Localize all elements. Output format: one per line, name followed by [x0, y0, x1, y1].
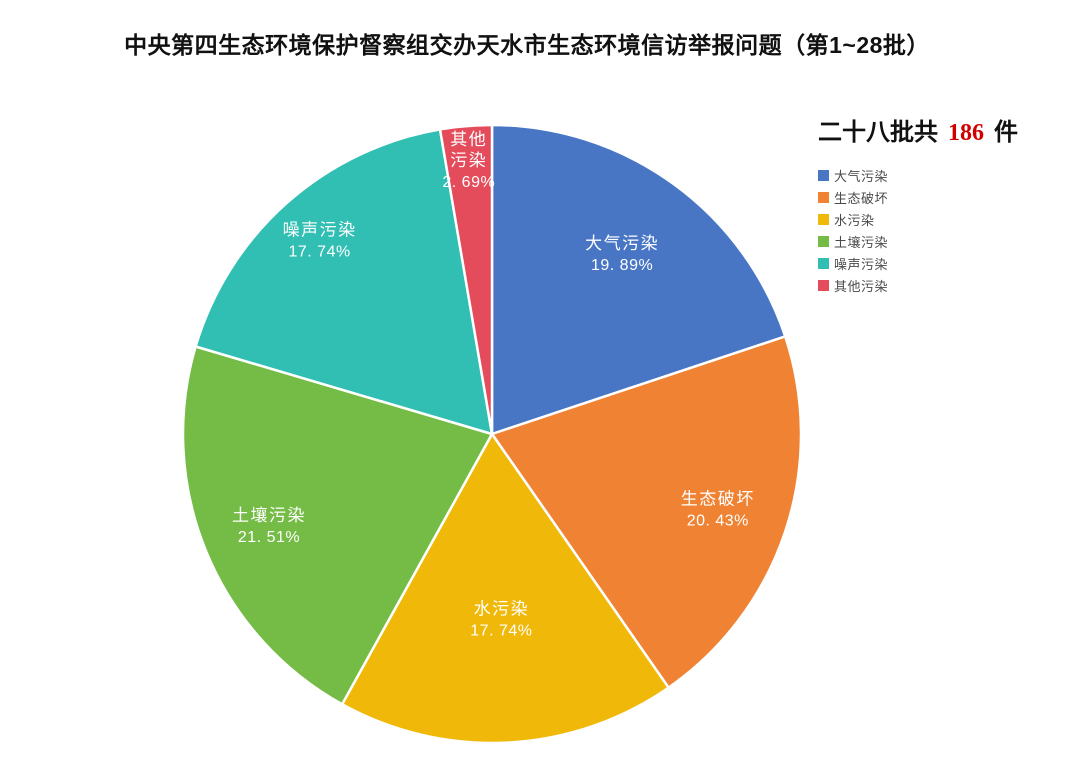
legend-item-5[interactable]: 其他污染 — [818, 274, 1068, 296]
pie-slice-4[interactable] — [194, 128, 494, 436]
legend: 二十八批共 186 件 大气污染生态破坏水污染土壤污染噪声污染其他污染 — [818, 116, 1068, 296]
slice-label: 大气污染 19. 89% — [585, 234, 659, 274]
legend-swatch-icon — [818, 169, 829, 181]
legend-item-label: 生态破坏 — [834, 190, 889, 206]
legend-item-label: 土壤污染 — [834, 234, 889, 250]
pie-slices-group — [181, 123, 803, 745]
chart-title: 中央第四生态环境保护督察组交办天水市生态环境信访举报问题（第1~28批） — [124, 32, 930, 58]
legend-item-2[interactable]: 水污染 — [818, 208, 1068, 230]
legend-item-label: 噪声污染 — [834, 256, 889, 272]
legend-total-count: 186 — [948, 120, 984, 146]
legend-swatch-icon — [818, 279, 829, 291]
legend-header-prefix: 二十八批共 — [818, 120, 938, 146]
legend-swatch-icon — [818, 191, 829, 203]
legend-item-label: 其他污染 — [834, 278, 889, 294]
legend-item-1[interactable]: 生态破坏 — [818, 186, 1068, 208]
slice-label: 水污染 17. 74% — [470, 600, 532, 640]
legend-item-3[interactable]: 土壤污染 — [818, 230, 1068, 252]
legend-swatch-icon — [818, 213, 829, 225]
pie-labels-group: 大气污染 19. 89% 生态破坏 20. 43% 水污染 17. 74% 土壤污染 21. … — [232, 130, 755, 640]
legend-header-suffix: 件 — [994, 120, 1018, 146]
pie-slice-1[interactable] — [490, 335, 803, 689]
pie-slice-3[interactable] — [181, 345, 494, 706]
slice-label: 生态破坏 20. 43% — [681, 490, 755, 530]
legend-header: 二十八批共 186 件 — [818, 116, 1068, 150]
legend-item-4[interactable]: 噪声污染 — [818, 252, 1068, 274]
pie-slice-5[interactable] — [438, 123, 494, 436]
legend-item-label: 水污染 — [834, 212, 875, 228]
pie-slice-0[interactable] — [490, 123, 787, 436]
legend-swatch-icon — [818, 257, 829, 269]
legend-item-label: 大气污染 — [834, 168, 889, 184]
slice-label: 土壤污染 21. 51% — [232, 505, 306, 546]
legend-items: 大气污染生态破坏水污染土壤污染噪声污染其他污染 — [818, 164, 1068, 296]
legend-item-0[interactable]: 大气污染 — [818, 164, 1068, 186]
slice-label: 其他污染 2. 69% — [442, 130, 495, 191]
legend-swatch-icon — [818, 235, 829, 247]
pie-slice-2[interactable] — [340, 432, 670, 745]
slice-label: 噪声污染 17. 74% — [283, 220, 357, 260]
